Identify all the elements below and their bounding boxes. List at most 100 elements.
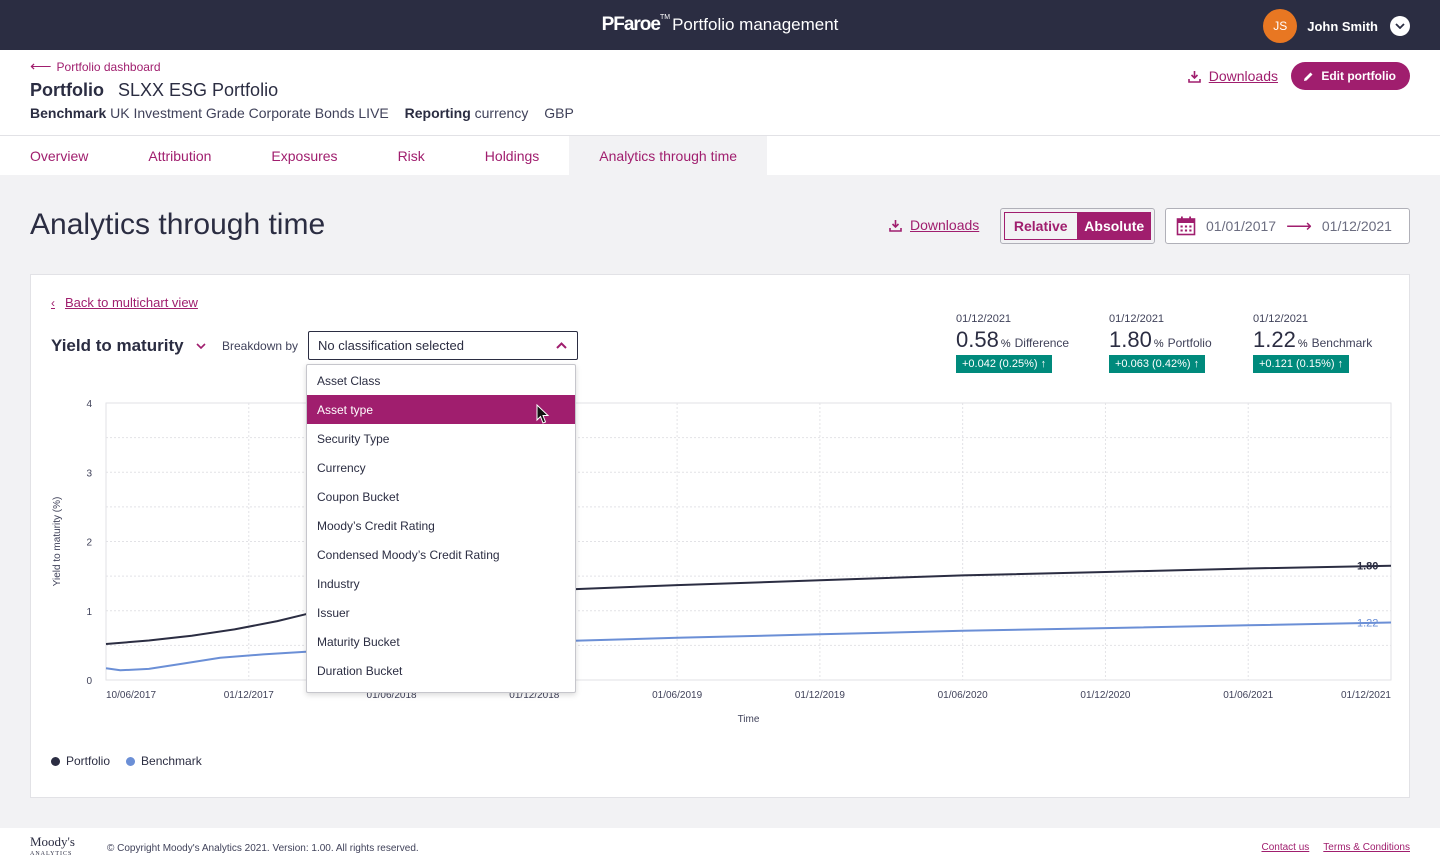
- x-tick-label: 01/06/2018: [367, 690, 417, 701]
- breakdown-label: Breakdown by: [222, 339, 299, 353]
- option-asset-class[interactable]: Asset Class: [317, 373, 381, 388]
- chevron-left-icon: ‹: [51, 295, 55, 310]
- y-tick-label: 3: [86, 468, 92, 479]
- stat-benchmark: 01/12/2021 1.22% Benchmark +0.121 (0.15%)…: [1253, 313, 1372, 373]
- relative-option[interactable]: Relative: [1004, 212, 1078, 240]
- x-axis-label: Time: [738, 714, 760, 725]
- page-title: Analytics through time: [30, 208, 326, 241]
- breakdown-select[interactable]: No classification selected: [308, 331, 578, 360]
- breakdown-value[interactable]: No classification selected: [318, 338, 464, 353]
- y-tick-label: 0: [86, 676, 92, 687]
- x-tick-label: 01/12/2017: [224, 690, 274, 701]
- stat-label: Difference: [1014, 336, 1070, 350]
- series-end-label: 1.80: [1357, 561, 1378, 573]
- x-tick-label: 10/06/2017: [106, 690, 156, 701]
- absolute-option[interactable]: Absolute: [1077, 212, 1151, 240]
- brand-tm: TM: [659, 14, 671, 21]
- date-from[interactable]: 01/01/2017: [1206, 218, 1277, 234]
- option-asset-type[interactable]: Asset type: [307, 395, 575, 424]
- chevron-up-icon[interactable]: [555, 339, 568, 352]
- downloads-label[interactable]: Downloads: [910, 217, 980, 233]
- stat-date: 01/12/2021: [1253, 313, 1309, 325]
- portfolio-dashboard-label[interactable]: Portfolio dashboard: [56, 60, 161, 74]
- moodys-logo: Moody's ANALYTICS: [30, 835, 75, 860]
- tab-attribution[interactable]: Attribution: [148, 147, 212, 164]
- tab-analytics-through-time[interactable]: Analytics through time: [569, 136, 768, 175]
- calendar-icon: [1176, 216, 1196, 236]
- stat-unit: %: [1297, 338, 1308, 350]
- footer: Moody's ANALYTICS © Copyright Moody's An…: [0, 828, 1440, 868]
- tab-overview[interactable]: Overview: [30, 147, 89, 164]
- header-downloads-link[interactable]: Downloads: [1187, 68, 1278, 84]
- mouse-cursor-icon: [536, 404, 550, 424]
- option-condensed-moodys-credit-rating[interactable]: Condensed Moody’s Credit Rating: [317, 547, 500, 562]
- pencil-icon: [1304, 72, 1313, 81]
- footer-links: Contact us Terms & Conditions: [1247, 842, 1410, 853]
- stat-unit: %: [1153, 338, 1164, 350]
- stat-date: 01/12/2021: [1109, 313, 1165, 325]
- moodys-logo-sub: ANALYTICS: [30, 851, 73, 857]
- option-duration-bucket[interactable]: Duration Bucket: [317, 663, 403, 678]
- y-tick-label: 2: [86, 538, 92, 549]
- download-icon: [1187, 70, 1201, 83]
- tab-risk[interactable]: Risk: [397, 147, 425, 164]
- tab-holdings[interactable]: Holdings: [484, 147, 540, 164]
- stat-change-badge: +0.063 (0.42%) ↑: [1109, 355, 1206, 373]
- stat-label: Portfolio: [1167, 336, 1212, 350]
- chevron-down-icon[interactable]: [1390, 16, 1410, 36]
- portfolio-dashboard-link[interactable]: ⟵ Portfolio dashboard: [30, 58, 161, 75]
- y-axis-label: Yield to maturity (%): [52, 497, 63, 587]
- x-tick-label: 01/06/2019: [652, 690, 702, 701]
- option-currency[interactable]: Currency: [317, 460, 366, 475]
- legend-portfolio[interactable]: Portfolio: [51, 754, 110, 768]
- edit-portfolio-button[interactable]: Edit portfolio: [1291, 62, 1410, 90]
- date-to[interactable]: 01/12/2021: [1321, 218, 1392, 234]
- x-tick-label: 01/12/2020: [1080, 690, 1130, 701]
- date-range-picker[interactable]: 01/01/2017 ⟶ 01/12/2021: [1165, 208, 1410, 244]
- x-tick-label: 01/12/2018: [509, 690, 559, 701]
- x-tick-label: 01/12/2019: [795, 690, 845, 701]
- option-issuer[interactable]: Issuer: [317, 605, 350, 620]
- chevron-down-icon[interactable]: [195, 343, 206, 349]
- stat-value: 1.80: [1109, 327, 1152, 352]
- edit-portfolio-label[interactable]: Edit portfolio: [1321, 69, 1396, 83]
- x-tick-label: 01/12/2021: [1341, 690, 1391, 701]
- downloads-link[interactable]: Downloads: [889, 217, 979, 233]
- user-menu[interactable]: JS John Smith: [1263, 9, 1410, 43]
- stat-value: 0.58: [956, 327, 999, 352]
- legend-benchmark[interactable]: Benchmark: [126, 754, 202, 768]
- legend-label: Benchmark: [141, 754, 202, 768]
- download-icon: [889, 219, 902, 232]
- reporting-label: Reporting: [404, 105, 471, 121]
- terms-link[interactable]: Terms & Conditions: [1323, 842, 1410, 853]
- x-tick-label: 01/06/2021: [1223, 690, 1273, 701]
- portfolio-header: ⟵ Portfolio dashboard Portfolio SLXX ESG …: [0, 50, 1440, 136]
- arrow-right-icon: ⟶: [1286, 215, 1312, 236]
- back-to-multichart-link[interactable]: ‹ Back to multichart view: [51, 295, 198, 310]
- back-to-multichart-label[interactable]: Back to multichart view: [65, 295, 198, 310]
- portfolio-label: Portfolio: [30, 80, 104, 100]
- arrow-left-icon: ⟵: [30, 58, 52, 75]
- portfolio-title: Portfolio SLXX ESG Portfolio: [30, 80, 278, 101]
- copyright: © Copyright Moody's Analytics 2021. Vers…: [107, 843, 419, 854]
- legend-dot: [126, 756, 136, 766]
- chart-card: ‹ Back to multichart view Yield to matur…: [30, 274, 1410, 798]
- header-downloads-label[interactable]: Downloads: [1208, 68, 1278, 84]
- avatar[interactable]: JS: [1263, 9, 1298, 43]
- option-maturity-bucket[interactable]: Maturity Bucket: [317, 634, 400, 649]
- contact-us-link[interactable]: Contact us: [1261, 842, 1310, 853]
- tab-exposures[interactable]: Exposures: [271, 147, 338, 164]
- metric-label[interactable]: Yield to maturity: [51, 336, 184, 355]
- option-security-type[interactable]: Security Type: [317, 431, 390, 446]
- metric-selector[interactable]: Yield to maturity: [51, 336, 206, 356]
- option-moodys-credit-rating[interactable]: Moody’s Credit Rating: [317, 518, 435, 533]
- option-coupon-bucket[interactable]: Coupon Bucket: [317, 489, 400, 504]
- currency-value: GBP: [544, 105, 574, 121]
- brand-logo: PFaroe: [601, 14, 661, 35]
- app-brand: PFaroeTM Portfolio management: [0, 14, 1440, 36]
- portfolio-meta: Benchmark UK Investment Grade Corporate …: [30, 105, 574, 121]
- y-tick-label: 4: [86, 399, 92, 410]
- user-name[interactable]: John Smith: [1307, 18, 1378, 34]
- series-line-portfolio: [105, 564, 1392, 645]
- option-industry[interactable]: Industry: [317, 576, 360, 591]
